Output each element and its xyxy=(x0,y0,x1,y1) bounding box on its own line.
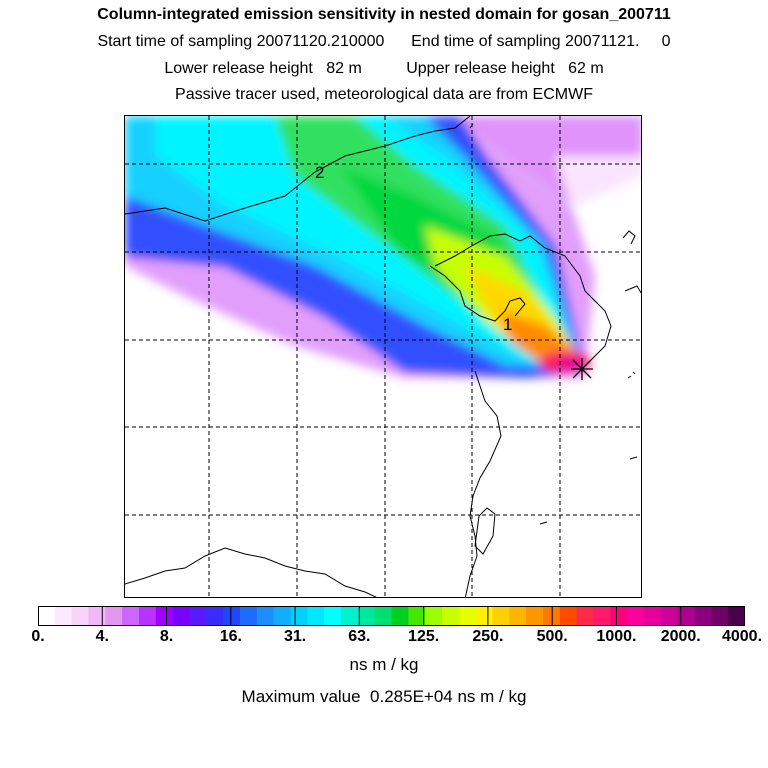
colorbar-tick-label: 250. xyxy=(472,628,504,645)
colorbar-tick-label: 4. xyxy=(95,628,109,645)
colorbar-segment xyxy=(509,606,527,626)
colorbar-segment xyxy=(357,606,376,626)
colorbar-segment xyxy=(88,606,106,626)
colorbar-segment xyxy=(122,606,140,626)
colorbar-tick-label: 16. xyxy=(219,628,242,645)
colorbar-segment xyxy=(273,606,292,626)
colorbar-segment xyxy=(660,606,679,626)
colorbar-tick-label: 125. xyxy=(408,628,440,645)
colorbar-segment xyxy=(526,606,544,626)
colorbar-segment xyxy=(694,606,712,626)
colorbar-segment xyxy=(475,606,494,626)
chart-title: Column-integrated emission sensitivity i… xyxy=(97,6,671,23)
map-panel: 2 1 xyxy=(124,115,642,598)
colorbar-segment xyxy=(341,606,359,626)
colorbar-units: ns m / kg xyxy=(349,655,419,674)
colorbar-segment xyxy=(324,606,342,626)
colorbar-segment xyxy=(240,606,258,626)
colorbar-segment xyxy=(492,606,510,626)
colorbar-segment xyxy=(442,606,460,626)
lat-lon-grid xyxy=(125,116,641,597)
colorbar-segment xyxy=(627,606,645,626)
colorbar-segment xyxy=(290,606,308,626)
colorbar-segment xyxy=(425,606,443,626)
colorbar-segment xyxy=(105,606,123,626)
colorbar-segment xyxy=(172,606,191,626)
colorbar-segment xyxy=(610,606,628,626)
colorbar-segment xyxy=(155,606,174,626)
cluster-label-1: 1 xyxy=(503,315,512,334)
colorbar-segment xyxy=(644,606,662,626)
colorbar-segment xyxy=(54,606,73,626)
colorbar-segment xyxy=(711,606,729,626)
colorbar-segment xyxy=(189,606,207,626)
colorbar-tick-label: 1000. xyxy=(596,628,637,645)
cluster-label-2: 2 xyxy=(315,163,324,182)
sampling-time-line: Start time of sampling 20071120.210000 E… xyxy=(97,33,671,50)
colorbar-segment xyxy=(458,606,477,626)
release-marker xyxy=(571,358,593,380)
colorbar-tick-label: 0. xyxy=(31,628,45,645)
colorbar-segment xyxy=(206,606,224,626)
colorbar-segment xyxy=(374,606,393,626)
colorbar-tick-label: 63. xyxy=(348,628,371,645)
colorbar-segment xyxy=(559,606,578,626)
colorbar-segment xyxy=(408,606,426,626)
colorbar-segment xyxy=(256,606,275,626)
colorbar-tick-labels: 0. 4. 8. 16. 31. 63. 125. 250. 500. 1000. 2000. 400… xyxy=(0,628,768,650)
tracer-info-line: Passive tracer used, meteorological data… xyxy=(175,86,593,103)
colorbar-segment xyxy=(677,606,696,626)
colorbar-tick-label: 2000. xyxy=(660,628,701,645)
colorbar-segment xyxy=(593,606,611,626)
sensitivity-field xyxy=(125,116,641,378)
colorbar-tick-label: 31. xyxy=(283,628,307,645)
colorbar-tick-label: 8. xyxy=(159,628,174,645)
colorbar-segment xyxy=(576,606,595,626)
colorbar-segment xyxy=(307,606,325,626)
colorbar-segment xyxy=(139,606,157,626)
colorbar-tick-label: 4000. xyxy=(721,628,763,645)
release-height-line: Lower release height 82 m Upper release … xyxy=(164,60,604,77)
colorbar xyxy=(38,606,746,626)
colorbar-segment xyxy=(38,606,56,626)
colorbar-segment xyxy=(223,606,241,626)
colorbar-segment xyxy=(728,606,746,626)
colorbar-segment xyxy=(391,606,409,626)
colorbar-tick-label: 500. xyxy=(536,628,568,645)
colorbar-segment xyxy=(71,606,90,626)
maximum-value-text: Maximum value 0.285E+04 ns m / kg xyxy=(241,687,527,706)
